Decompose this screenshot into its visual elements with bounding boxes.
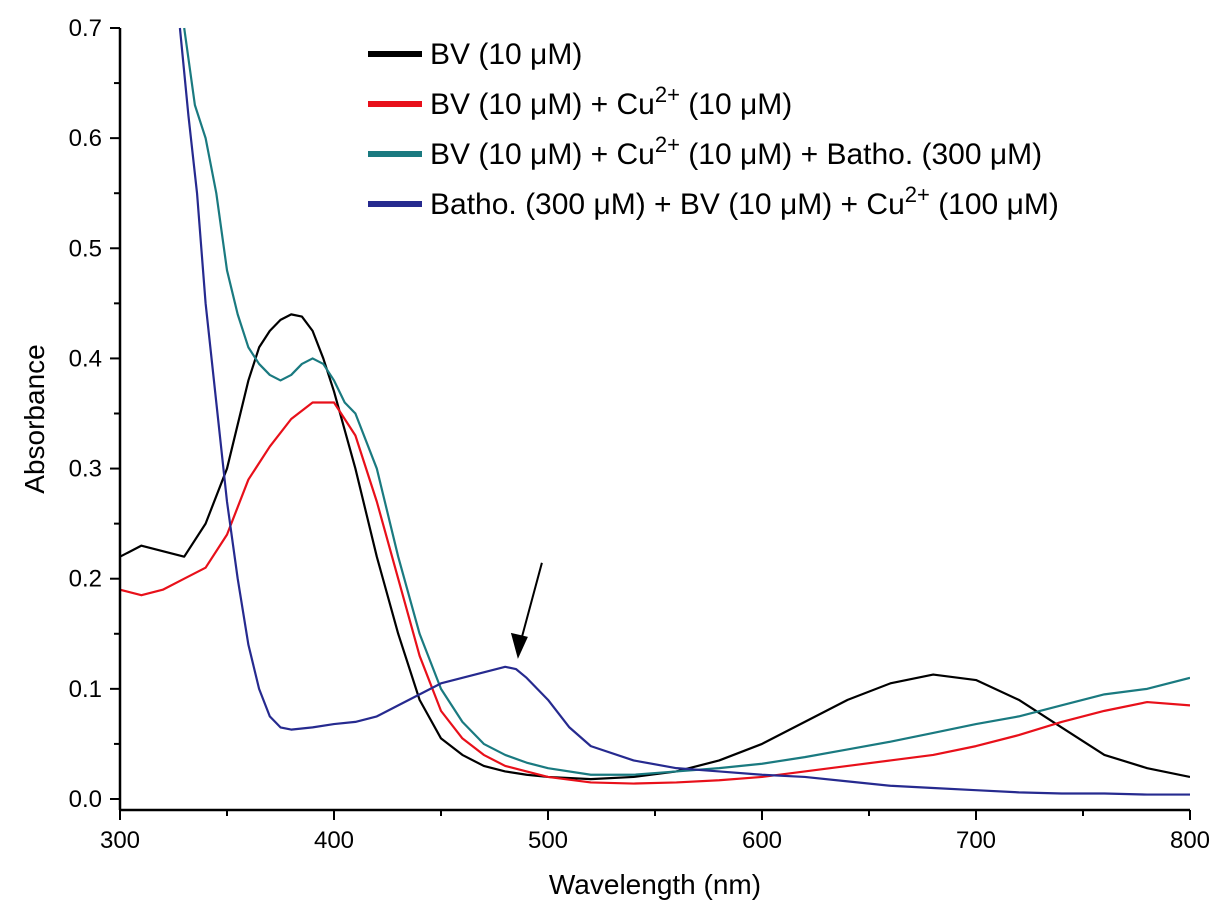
annotation-arrow-shaft	[519, 562, 543, 642]
ticks-layer: 300 400 500 600 700 800 0.0 0.1 0.2 0.3 0.4 0.5 0.6 0…	[69, 15, 1210, 854]
x-axis-title: Wavelength (nm)	[549, 869, 761, 900]
series-line-1	[120, 313, 1190, 781]
series-layer	[120, 27, 1190, 796]
legend-label: Batho. (300 μM) + BV (10 μM) + Cu2+ (100…	[430, 182, 1059, 221]
y-tick-label: 0.3	[69, 456, 102, 483]
series-line-2	[120, 401, 1190, 785]
y-tick-label: 0.2	[69, 566, 102, 593]
annotation-arrow-head	[510, 632, 528, 659]
x-tick-label: 800	[1170, 827, 1210, 854]
series-line-4	[178, 27, 1190, 796]
y-tick-label: 0.7	[69, 15, 102, 42]
x-tick-label: 700	[956, 827, 996, 854]
x-tick-label: 500	[528, 827, 568, 854]
annotation-layer	[510, 562, 543, 659]
y-tick-label: 0.1	[69, 676, 102, 703]
series-line-3	[183, 27, 1190, 776]
x-tick-label: 600	[742, 827, 782, 854]
y-tick-label: 0.4	[69, 345, 102, 372]
legend-label: BV (10 μM) + Cu2+ (10 μM)	[430, 82, 792, 121]
legend-label: BV (10 μM)	[430, 38, 582, 71]
x-tick-label: 400	[314, 827, 354, 854]
legend: BV (10 μM) BV (10 μM) + Cu2+ (10 μM) BV (1…	[368, 38, 1059, 221]
y-tick-label: 0.0	[69, 786, 102, 813]
legend-label: BV (10 μM) + Cu2+ (10 μM) + Batho. (300 …	[430, 132, 1042, 171]
y-tick-label: 0.6	[69, 125, 102, 152]
y-tick-label: 0.5	[69, 235, 102, 262]
x-tick-label: 300	[100, 827, 140, 854]
y-axis-title: Absorbance	[19, 344, 50, 493]
